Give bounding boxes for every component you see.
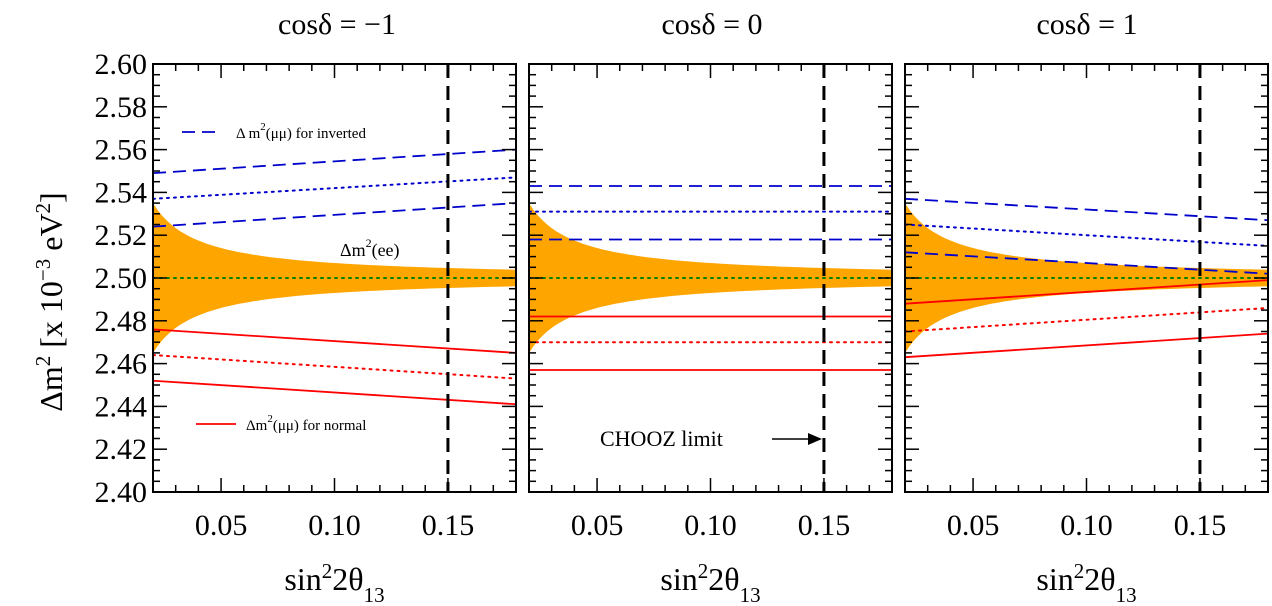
series-line-2 <box>153 176 516 200</box>
panel-title: cosδ = −1 <box>278 8 396 41</box>
x-tick-label: 0.10 <box>308 509 361 542</box>
y-tick-label: 2.58 <box>95 91 148 124</box>
series-line-5 <box>153 328 516 354</box>
y-axis-title: Δm2 [x 10−3 eV2] <box>31 192 69 411</box>
ee-label: Δm2(ee) <box>340 236 400 261</box>
series-line-7 <box>153 379 516 406</box>
y-tick-label: 2.44 <box>95 390 148 423</box>
x-tick-label: 0.15 <box>798 509 851 542</box>
x-tick-label: 0.15 <box>422 509 475 542</box>
y-tick-label: 2.60 <box>95 48 148 81</box>
series-line-3 <box>153 202 516 228</box>
x-axis-title: sin22θ13 <box>284 559 384 606</box>
x-axis-title: sin22θ13 <box>1036 559 1136 606</box>
y-tick-label: 2.42 <box>95 433 148 466</box>
plot-area <box>529 64 892 492</box>
chooz-arrow-head <box>808 433 822 445</box>
panel-3: 0.05 0.10 0.15 cosδ = 1 sin22θ13 <box>904 8 1269 606</box>
y-tick-label: 2.46 <box>95 348 148 381</box>
panel-title: cosδ = 0 <box>661 8 762 41</box>
x-axis-title: sin22θ13 <box>660 559 760 606</box>
chooz-limit-label: CHOOZ limit <box>600 426 723 451</box>
x-tick-label: 0.05 <box>195 509 248 542</box>
series-line-5 <box>905 279 1268 305</box>
y-tick-label: 2.40 <box>95 476 148 509</box>
series-line-2 <box>905 223 1268 247</box>
x-tick-label: 0.10 <box>1060 509 1113 542</box>
panel-1: 0.05 0.10 0.15 2.40 2.42 2.44 2.46 2.48 2.50 2.52… <box>95 8 517 606</box>
x-tick-label: 0.15 <box>1174 509 1227 542</box>
y-tick-label: 2.54 <box>95 176 148 209</box>
y-tick-label: 2.48 <box>95 305 148 338</box>
series-line-6 <box>905 306 1268 333</box>
series-line-3 <box>905 251 1268 275</box>
panel-title: cosδ = 1 <box>1036 8 1137 41</box>
x-tick-label: 0.05 <box>571 509 624 542</box>
plot-area <box>153 64 516 492</box>
x-tick-label: 0.10 <box>684 509 737 542</box>
legend-inverted-label: Δ m2(μμ) for inverted <box>236 121 366 142</box>
series-line-1 <box>905 197 1268 222</box>
y-tick-label: 2.52 <box>95 219 148 252</box>
panel-2: 0.05 0.10 0.15 cosδ = 0 sin22θ13 CHOOZ limit <box>528 8 893 606</box>
y-tick-label: 2.50 <box>95 262 148 295</box>
series-line-6 <box>153 354 516 380</box>
x-tick-label: 0.05 <box>947 509 1000 542</box>
legend-normal-label: Δm2(μμ) for normal <box>246 413 366 434</box>
plot-area <box>905 64 1268 492</box>
series-line-1 <box>153 148 516 175</box>
y-tick-label: 2.56 <box>95 134 148 167</box>
series-line-7 <box>905 332 1268 359</box>
